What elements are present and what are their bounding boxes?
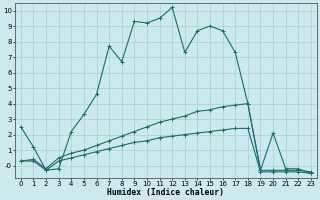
X-axis label: Humidex (Indice chaleur): Humidex (Indice chaleur): [108, 188, 224, 197]
